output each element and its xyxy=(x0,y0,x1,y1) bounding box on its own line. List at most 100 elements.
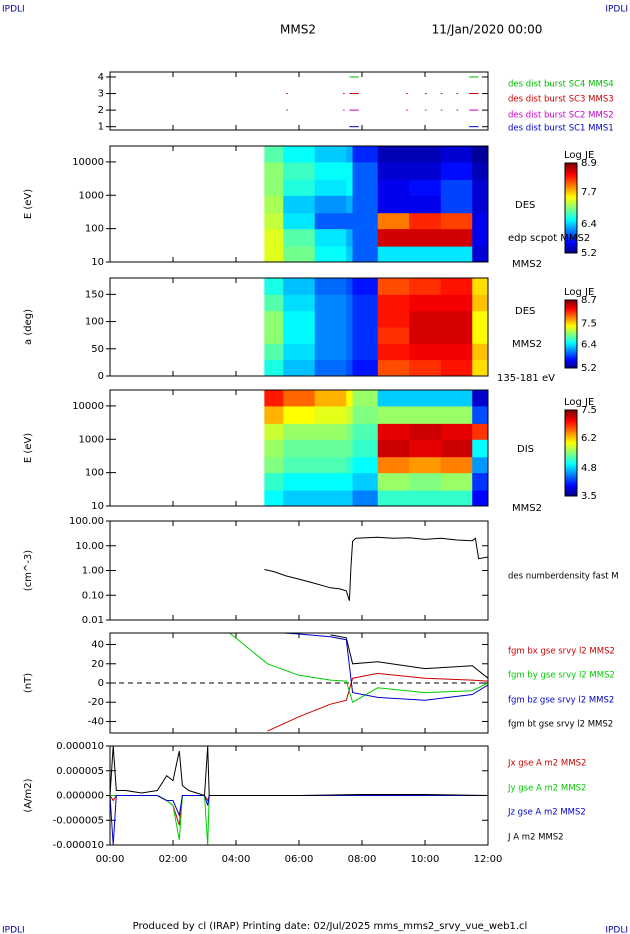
spectrogram-cell xyxy=(283,246,316,263)
y-tick-label: 2 xyxy=(98,105,104,116)
colorbar-step xyxy=(565,196,577,200)
spectrogram-cell xyxy=(472,327,489,344)
y-tick-label: 10000 xyxy=(72,401,104,412)
panel-frame xyxy=(109,145,489,263)
y-tick-label: 100 xyxy=(85,468,104,479)
colorbar-step xyxy=(565,237,577,240)
colorbar-step xyxy=(565,315,577,318)
spectrogram-cell xyxy=(377,472,410,491)
spectrogram-cell xyxy=(352,343,379,361)
data-line xyxy=(109,745,489,797)
logo: IPDLI xyxy=(2,5,25,15)
colorbar-step xyxy=(565,455,577,458)
spectrogram-cell xyxy=(314,343,347,361)
spectrogram-cell xyxy=(409,439,442,458)
y-tick-label: 0 xyxy=(98,678,104,689)
spectrogram-cell xyxy=(472,161,489,180)
spectrogram-cell xyxy=(264,490,284,507)
colorbar-label: Log JE xyxy=(564,287,594,298)
y-tick-label: 10 xyxy=(91,501,104,512)
spectrogram-cell xyxy=(472,456,489,474)
spectrogram-cell xyxy=(283,343,316,361)
colorbar-step xyxy=(565,239,577,243)
colorbar-step xyxy=(565,323,577,326)
spectrogram-cell xyxy=(352,228,379,247)
x-tick-label: 04:00 xyxy=(222,854,251,865)
colorbar-step xyxy=(565,461,577,465)
colorbar-step xyxy=(565,250,577,254)
colorbar-step xyxy=(565,192,577,195)
y-tick-label: 40 xyxy=(91,640,104,651)
colorbar-step xyxy=(565,362,577,366)
colorbar-step xyxy=(565,440,577,443)
spectrogram-cell xyxy=(283,195,316,214)
x-tick-label: 06:00 xyxy=(285,854,314,865)
legend-entry: Jx gse A m2 MMS2 xyxy=(507,759,586,769)
colorbar-step xyxy=(565,328,577,332)
spectrogram-cell xyxy=(283,439,316,458)
colorbar-step xyxy=(565,354,577,357)
spectrogram-cell xyxy=(377,246,410,263)
y-tick-label: -40 xyxy=(88,716,104,727)
colorbar-step xyxy=(565,344,577,347)
spectrogram-cell xyxy=(264,179,284,196)
colorbar-tick-label: 4.8 xyxy=(581,463,597,474)
spectrogram-cell xyxy=(409,405,442,424)
spectrogram-cell xyxy=(472,439,489,458)
colorbar-step xyxy=(565,345,577,349)
x-tick-label: 08:00 xyxy=(348,854,377,865)
colorbar-label: Log JE xyxy=(564,397,594,408)
colorbar-step xyxy=(565,487,577,491)
spectrogram-cell xyxy=(314,294,347,312)
spectrogram-cell xyxy=(472,294,489,312)
spectrogram-cell xyxy=(314,278,347,295)
colorbar-step xyxy=(565,320,577,323)
spectrogram-cell xyxy=(440,278,473,295)
spectrogram-cell xyxy=(472,228,489,247)
colorbar-frame xyxy=(564,299,578,369)
colorbar-step xyxy=(565,459,577,463)
colorbar-step xyxy=(565,433,577,437)
colorbar-step xyxy=(565,327,577,330)
spectrogram-cell xyxy=(264,195,284,214)
spectrogram-cell xyxy=(346,146,354,163)
spectrogram-cell xyxy=(377,327,410,344)
colorbar-step xyxy=(565,472,577,475)
colorbar-step xyxy=(565,228,577,231)
spectrogram-cell xyxy=(264,472,284,491)
colorbar-step xyxy=(565,412,577,415)
colorbar-step xyxy=(565,244,577,247)
spectrogram-cell xyxy=(283,472,316,491)
spectrogram-cell xyxy=(314,423,347,440)
spectrogram-cell xyxy=(352,472,379,491)
y-axis-label: (cm^-3) xyxy=(23,550,34,591)
annotation: MMS2 xyxy=(512,259,542,270)
colorbar-step xyxy=(565,205,577,209)
data-line xyxy=(229,632,489,703)
colorbar-step xyxy=(565,308,577,311)
colorbar-step xyxy=(565,311,577,315)
spectrogram-cell xyxy=(440,456,473,474)
colorbar-step xyxy=(565,351,577,354)
colorbar-step xyxy=(565,217,577,220)
spectrogram-cell xyxy=(377,212,410,230)
colorbar-step xyxy=(565,427,577,430)
y-axis-label: E (eV) xyxy=(23,189,34,219)
spectrogram-cell xyxy=(352,490,379,507)
y-axis-label: E (eV) xyxy=(23,433,34,463)
spectrogram-cell xyxy=(264,310,284,328)
colorbar-step xyxy=(565,176,577,180)
colorbar-tick-label: 3.5 xyxy=(581,491,597,502)
spectrogram-cell xyxy=(409,456,442,474)
colorbar-step xyxy=(565,335,577,338)
spectrogram-cell xyxy=(440,327,473,344)
legend-entry: fgm by gse srvy l2 MMS2 xyxy=(508,671,615,681)
spectrogram-cell xyxy=(377,278,410,295)
spectrogram-cell xyxy=(346,405,354,424)
colorbar-step xyxy=(565,444,577,448)
panel-frame xyxy=(109,520,489,621)
spectrogram-cell xyxy=(472,195,489,214)
spectrogram-cell xyxy=(409,212,442,230)
legend-entry: J A m2 MMS2 xyxy=(507,833,564,843)
y-tick-label: -0.000005 xyxy=(53,815,104,826)
